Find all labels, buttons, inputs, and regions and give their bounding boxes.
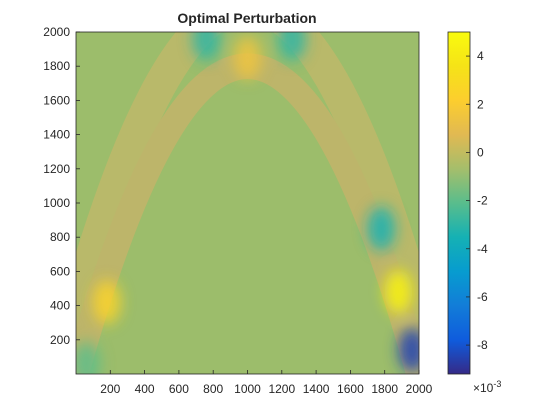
heatmap-feature-3 <box>278 32 307 61</box>
colorbar-tick-label: -4 <box>477 242 488 256</box>
x-tick-label: 1800 <box>371 382 398 396</box>
y-tick-label: 1600 <box>43 93 70 107</box>
colorbar-tick-label: 0 <box>477 145 484 159</box>
y-tick-label: 1200 <box>43 162 70 176</box>
y-axis: 200 400 600 800 1000 1200 1400 1600 1800 2000 <box>43 25 80 347</box>
y-tick-label: 200 <box>50 333 70 347</box>
chart-title: Optimal Perturbation <box>177 10 316 26</box>
colorbar-exponent-power: -3 <box>493 379 501 389</box>
colorbar: -8 -6 -4 -2 0 2 4 ×10-3 <box>447 31 501 395</box>
heatmap-image <box>76 32 419 374</box>
x-tick-label: 400 <box>135 382 155 396</box>
y-tick-label: 1400 <box>43 128 70 142</box>
plot-area: 200 400 600 800 1000 1200 1400 1600 1800 2000 200… <box>43 25 433 396</box>
heatmap-feature-5 <box>92 280 121 325</box>
x-tick-label: 1000 <box>234 382 261 396</box>
heatmap-feature-2 <box>367 206 396 251</box>
colorbar-tick-label: -6 <box>477 290 488 304</box>
colorbar-tick-label: -8 <box>477 338 488 352</box>
x-tick-label: 600 <box>169 382 189 396</box>
colorbar-exponent: ×10-3 <box>473 379 501 395</box>
y-tick-label: 1800 <box>43 59 70 73</box>
colorbar-tick-label: 2 <box>477 97 484 111</box>
heatmap-feature-1 <box>384 269 413 314</box>
heatmap-feature-7 <box>233 35 262 80</box>
y-tick-label: 2000 <box>43 25 70 39</box>
x-tick-label: 2000 <box>406 382 433 396</box>
x-tick-label: 1400 <box>303 382 330 396</box>
y-tick-label: 800 <box>50 230 70 244</box>
heatmap-feature-4 <box>192 32 221 61</box>
arc-band-outer-arc <box>76 32 419 373</box>
x-axis: 200 400 600 800 1000 1200 1400 1600 1800 2000 <box>100 370 433 396</box>
colorbar-gradient <box>448 32 470 374</box>
y-tick-label: 600 <box>50 264 70 278</box>
y-tick-label: 1000 <box>43 196 70 210</box>
colorbar-frame <box>447 31 471 375</box>
heatmap-feature-6 <box>76 341 101 374</box>
y-tick-label: 400 <box>50 299 70 313</box>
feature-layer <box>76 32 419 374</box>
x-tick-label: 1200 <box>268 382 295 396</box>
colorbar-ticks: -8 -6 -4 -2 0 2 4 <box>466 49 488 352</box>
colorbar-tick-label: 4 <box>477 49 484 63</box>
x-tick-label: 200 <box>100 382 120 396</box>
x-tick-label: 800 <box>203 382 223 396</box>
x-tick-label: 1600 <box>337 382 364 396</box>
colorbar-exponent-base: ×10 <box>473 381 494 395</box>
colorbar-tick-label: -2 <box>477 194 488 208</box>
heatmap-feature-0 <box>398 328 419 373</box>
